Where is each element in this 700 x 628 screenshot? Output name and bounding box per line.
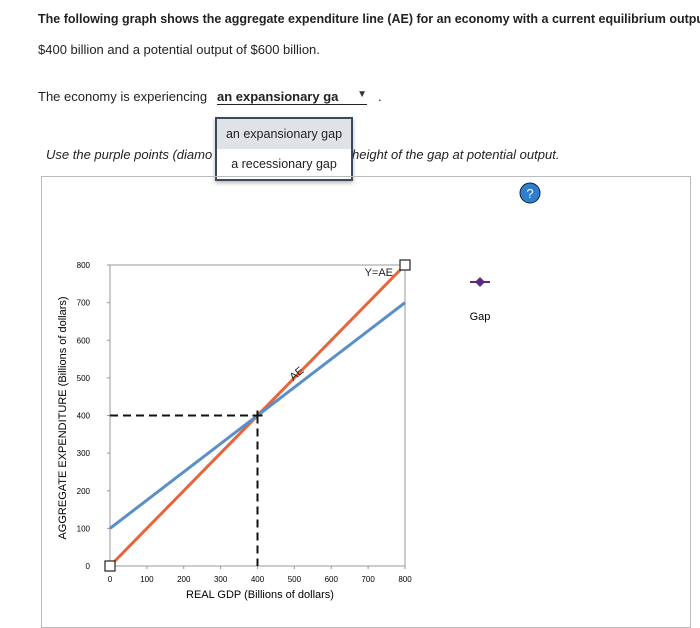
instruction: height of the gap at potential output. [352,147,560,162]
y-tick-label: 200 [77,487,91,496]
help-button[interactable] [519,182,541,204]
x-tick-label: 600 [325,575,339,584]
x-tick-label: 800 [398,575,412,584]
y-tick-label: 0 [86,562,91,571]
answer-prefix: The economy is experiencing [38,89,208,104]
x-axis-label: REAL GDP (Billions of dollars) [186,589,334,601]
dropdown-option[interactable]: an expansionary gap [217,119,351,149]
x-tick-label: 100 [140,575,154,584]
endpoint-handle[interactable] [104,560,116,572]
y-tick-label: 500 [77,374,91,383]
x-tick-label: 300 [214,575,228,584]
dropdown-arrow[interactable]: ▼ [357,89,367,100]
x-tick-label: 700 [361,575,375,584]
dropdown-option[interactable]: a recessionary gap [231,157,337,171]
y-tick-label: 300 [77,449,91,458]
tool-label[interactable]: Gap [470,311,491,323]
question-line: $400 billion and a potential output of $… [38,42,320,57]
help-text[interactable]: ? [526,186,533,201]
x-tick-label: 200 [177,575,191,584]
x-tick-label: 0 [108,575,113,584]
endpoint-handle[interactable] [399,259,411,271]
selected-text[interactable]: an expansionary ga [217,89,339,104]
y-tick-label: 600 [77,336,91,345]
dropdown-menu: an expansionary gap a recessionary gap [215,117,353,181]
equilibrium-point [252,410,263,421]
dropdown-selected[interactable]: an expansionary ga ▼ [217,89,367,105]
series-label: Y=AE [365,267,393,279]
answer-suffix: . [378,89,382,104]
instruction: Use the purple points (diamo [46,147,213,162]
question-line: The following graph shows the aggregate … [38,12,700,26]
y-tick-label: 700 [77,299,91,308]
y-axis-label: AGGREGATE EXPENDITURE (Billions of dolla… [57,296,69,539]
tool-diamond[interactable] [475,277,485,287]
x-tick-label: 500 [288,575,302,584]
y-tick-label: 800 [77,261,91,270]
y-tick-label: 400 [77,412,91,421]
y-tick-label: 100 [77,524,91,533]
x-tick-label: 400 [251,575,265,584]
